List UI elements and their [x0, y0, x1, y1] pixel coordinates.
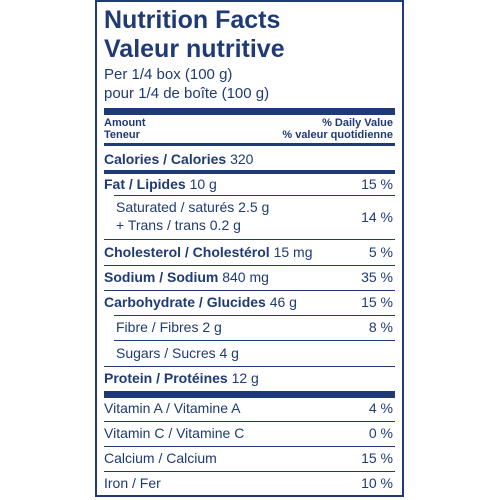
- sodium-row: Sodium / Sodium 840 mg 35 %: [104, 269, 395, 287]
- vitamin-a-label: Vitamin A / Vitamine A: [104, 400, 241, 416]
- fat-label: Fat / Lipides: [104, 176, 186, 192]
- vitamin-a-daily-value: 4 %: [368, 400, 393, 416]
- sodium-amount: 840 mg: [222, 269, 269, 285]
- amount-header: Amount: [104, 117, 146, 129]
- title-english: Nutrition Facts: [104, 6, 281, 34]
- divider-sugars: [104, 366, 395, 367]
- divider-carbohydrate: [114, 315, 395, 316]
- trans-label: + Trans / trans 0.2 g: [116, 217, 241, 233]
- thick-rule-protein: [104, 391, 395, 398]
- vitamin-c-label: Vitamin C / Vitamine C: [104, 425, 245, 441]
- fibre-daily-value: 8 %: [368, 319, 393, 335]
- serving-size-english: Per 1/4 box (100 g): [104, 66, 233, 83]
- fat-row: Fat / Lipides 10 g 15 %: [104, 176, 395, 194]
- divider-vitamin-c: [104, 446, 395, 447]
- cholesterol-label: Cholesterol / Cholestérol: [104, 244, 270, 260]
- teneur-header: Teneur: [104, 129, 140, 141]
- divider-saturated: [104, 239, 395, 240]
- label-content: Nutrition Facts Valeur nutritive Per 1/4…: [104, 2, 395, 495]
- cholesterol-row: Cholesterol / Cholestérol 15 mg 5 %: [104, 244, 395, 262]
- calories-label: Calories / Calories: [104, 151, 227, 167]
- valeur-quotidienne-header: % valeur quotidienne: [282, 129, 393, 141]
- carbohydrate-label: Carbohydrate / Glucides: [104, 294, 266, 310]
- divider-fibre: [114, 340, 395, 341]
- rule-under-header: [104, 143, 395, 146]
- cholesterol-amount: 15 mg: [273, 244, 313, 260]
- thick-rule-calories: [104, 170, 395, 174]
- iron-row: Iron / Fer 10 %: [104, 475, 395, 493]
- calories-value: 320: [230, 151, 254, 167]
- daily-value-header: % Daily Value: [322, 117, 393, 129]
- saturated-daily-value: 14 %: [361, 209, 393, 225]
- divider-calcium: [104, 471, 395, 472]
- protein-row: Protein / Protéines 12 g: [104, 370, 395, 388]
- calcium-label: Calcium / Calcium: [104, 450, 217, 466]
- carbohydrate-row: Carbohydrate / Glucides 46 g 15 %: [104, 294, 395, 312]
- fibre-row: Fibre / Fibres 2 g 8 %: [104, 319, 395, 337]
- fibre-label: Fibre / Fibres 2 g: [116, 319, 222, 335]
- iron-label: Iron / Fer: [104, 475, 161, 491]
- sodium-label: Sodium / Sodium: [104, 269, 219, 285]
- vitamin-c-row: Vitamin C / Vitamine C 0 %: [104, 425, 395, 443]
- fat-daily-value: 15 %: [361, 176, 393, 192]
- protein-amount: 12 g: [231, 370, 259, 386]
- vitamin-c-daily-value: 0 %: [368, 425, 393, 441]
- carbohydrate-daily-value: 15 %: [361, 294, 393, 310]
- calories-row: Calories / Calories 320: [104, 151, 395, 169]
- divider-fat: [114, 195, 395, 196]
- vitamin-a-row: Vitamin A / Vitamine A 4 %: [104, 400, 395, 418]
- sugars-row: Sugars / Sucres 4 g: [104, 345, 395, 363]
- nutrition-facts-label: Nutrition Facts Valeur nutritive Per 1/4…: [95, 0, 404, 497]
- thick-rule-top: [104, 108, 395, 115]
- saturated-trans-row: Saturated / saturés 2.5 g + Trans / tran…: [104, 199, 395, 237]
- divider-vitamin-a: [104, 421, 395, 422]
- carbohydrate-amount: 46 g: [269, 294, 297, 310]
- saturated-label: Saturated / saturés 2.5 g: [116, 199, 270, 215]
- sugars-label: Sugars / Sucres 4 g: [116, 345, 239, 361]
- iron-daily-value: 10 %: [361, 475, 393, 491]
- serving-size-french: pour 1/4 de boîte (100 g): [104, 85, 270, 102]
- title-french: Valeur nutritive: [104, 35, 285, 63]
- calcium-daily-value: 15 %: [361, 450, 393, 466]
- divider-cholesterol: [104, 265, 395, 266]
- calcium-row: Calcium / Calcium 15 %: [104, 450, 395, 468]
- divider-sodium: [104, 290, 395, 291]
- sodium-daily-value: 35 %: [361, 269, 393, 285]
- fat-amount: 10 g: [189, 176, 217, 192]
- cholesterol-daily-value: 5 %: [368, 244, 393, 260]
- protein-label: Protein / Protéines: [104, 370, 228, 386]
